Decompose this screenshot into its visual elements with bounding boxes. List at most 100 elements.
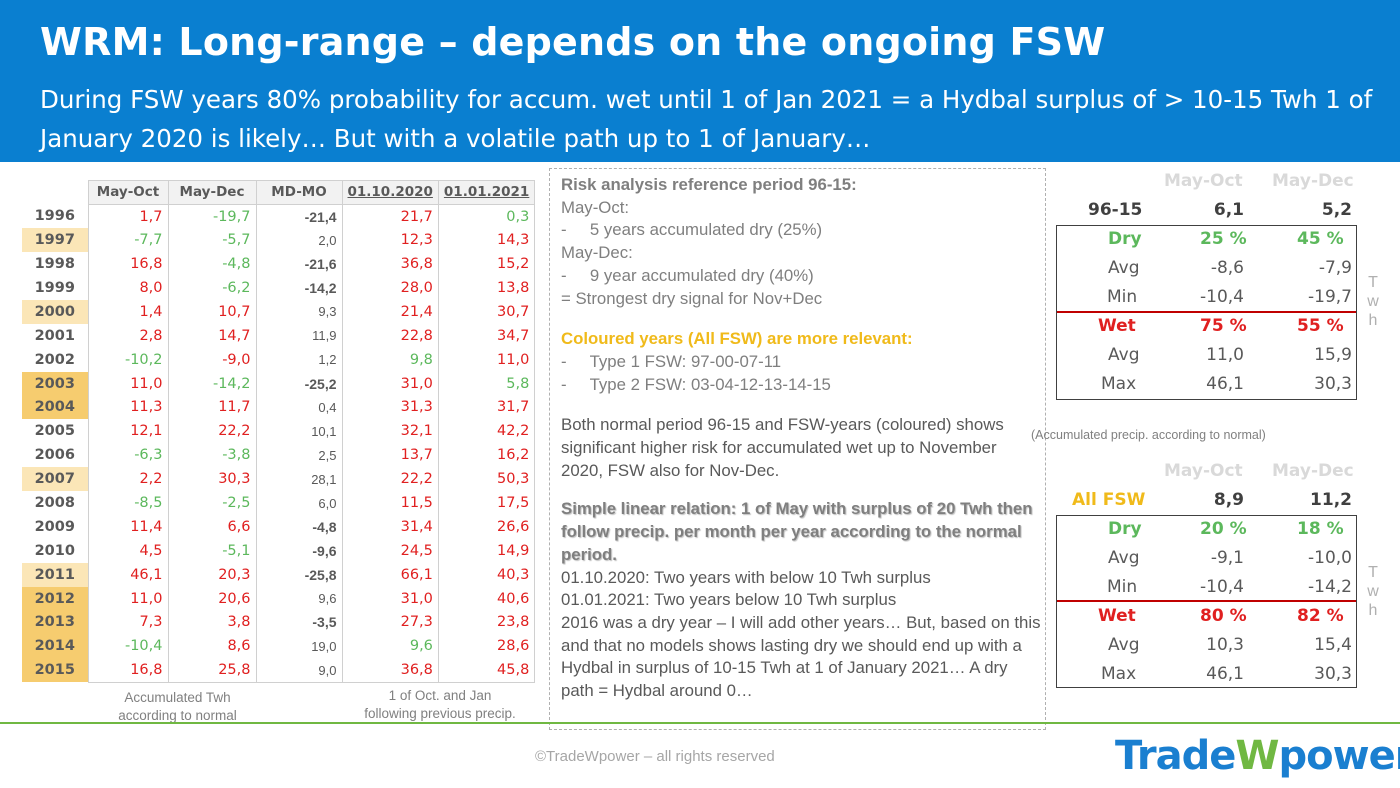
wet-avg-may-oct: 11,0 (1206, 345, 1244, 365)
note-following: 1 of Oct. and Jan following previous pre… (350, 687, 530, 723)
wet-label: Wet (1098, 316, 1136, 336)
oct-2020-cell: 31,0 (341, 586, 439, 611)
may-dec-cell: -19,7 (167, 204, 256, 229)
dry-label: Dry (1108, 229, 1142, 249)
fsw-dry-label: Dry (1108, 519, 1142, 539)
may-oct-cell: 11,0 (87, 586, 168, 611)
dry-avg-may-dec: -7,9 (1318, 258, 1352, 278)
jan-2021-cell: 31,7 (437, 395, 536, 420)
jan-2021-cell: 45,8 (437, 658, 536, 683)
md-mo-cell: -21,4 (255, 204, 342, 229)
logo-w: W (1235, 733, 1279, 779)
analysis-text: Risk analysis reference period 96-15: Ma… (561, 174, 1041, 703)
md-mo-cell: -14,2 (255, 276, 342, 300)
table-row: 2002 -10,2 -9,0 1,2 9,8 11,0 (22, 347, 536, 372)
fsw-wet-avg-label: Avg (1108, 635, 1140, 655)
oct-2020-cell: 12,3 (341, 228, 439, 253)
md-mo-cell: -25,8 (255, 562, 342, 587)
oct-2020-cell: 36,8 (341, 658, 439, 683)
coloured-years-heading: Coloured years (All FSW) are more releva… (561, 329, 913, 349)
jan-2021-cell: 14,9 (437, 538, 536, 563)
jan-2021-cell: 40,6 (437, 586, 536, 611)
may-dec-cell: 11,7 (167, 395, 256, 420)
dry-row: Dry 25 % 45 % (1070, 226, 1370, 255)
dry-may-dec: 45 % (1297, 229, 1344, 249)
oct-2020-cell: 28,0 (341, 276, 439, 300)
oct-2020-cell: 9,6 (341, 634, 439, 659)
may-dec-cell: 3,8 (167, 610, 256, 635)
table-row: 2000 1,4 10,7 9,3 21,4 30,7 (22, 299, 536, 324)
period-may-oct: 6,1 (1213, 200, 1244, 220)
fsw-dry-avg-may-dec: -10,0 (1308, 548, 1352, 568)
jan-2021-cell: 28,6 (437, 634, 536, 659)
year-cell: 2002 (34, 351, 75, 368)
may-oct-cell: 2,2 (87, 467, 168, 492)
md-mo-cell: 19,0 (255, 634, 342, 659)
dry-avg-may-oct: -8,6 (1210, 258, 1244, 278)
oct-2020-cell: 27,3 (341, 610, 439, 635)
year-cell: 2014 (22, 634, 88, 659)
max-may-dec: 30,3 (1314, 374, 1352, 394)
year-cell: 1997 (22, 228, 88, 253)
oct-2020-cell: 13,7 (341, 443, 439, 468)
line-may-oct: May-Oct: (561, 197, 630, 217)
may-oct-cell: 1,7 (87, 204, 168, 229)
line-strongest: = Strongest dry signal for Nov+Dec (561, 288, 823, 308)
year-cell: 1998 (34, 256, 75, 273)
may-dec-cell: 14,7 (167, 323, 256, 348)
table-body: 1996 1,7 -19,7 -21,4 21,7 0,3 1997 -7,7 -5,7 2,0 1… (22, 204, 536, 683)
wet-max-row: Max 46,1 30,3 (1070, 371, 1370, 400)
may-dec-cell: -6,2 (167, 276, 256, 300)
table-row: 2010 4,5 -5,1 -9,6 24,5 14,9 (22, 538, 536, 563)
jan-2021-cell: 11,0 (437, 347, 536, 372)
may-dec-cell: -4,8 (167, 252, 256, 277)
wet-row: Wet 75 % 55 % (1070, 313, 1370, 342)
md-mo-cell: 28,1 (255, 467, 342, 492)
md-mo-cell: -4,8 (255, 514, 342, 539)
oct-2020-cell: 31,3 (341, 395, 439, 420)
wet-avg-may-dec: 15,9 (1314, 345, 1352, 365)
oct-2020-cell: 32,1 (341, 419, 439, 444)
md-mo-cell: 9,0 (255, 658, 342, 683)
may-dec-cell: 25,8 (167, 658, 256, 683)
fsw-wet-avg-may-dec: 15,4 (1314, 635, 1352, 655)
accumulated-precip-note: (Accumulated precip. according to normal… (1031, 428, 1266, 442)
col-header-may-dec: May-Dec (167, 180, 257, 205)
md-mo-cell: 2,0 (255, 228, 342, 253)
summary-period-row: 96-15 6,1 5,2 (1070, 197, 1370, 226)
table-header-row: May-Oct May-Dec MD-MO 01.10.2020 01.01.2… (22, 180, 536, 205)
col-header-md-mo: MD-MO (255, 180, 343, 205)
year-cell: 2004 (22, 395, 88, 420)
year-cell: 2007 (22, 467, 88, 492)
may-dec-cell: -3,8 (167, 443, 256, 468)
fsw-twh-unit-label: Twh (1366, 563, 1380, 620)
line-jan-2021: 01.01.2021: Two years below 10 Twh surpl… (561, 590, 897, 610)
md-mo-cell: 0,4 (255, 395, 342, 420)
para-linear-relation: Simple linear relation: 1 of May with su… (561, 499, 1033, 564)
md-mo-cell: 10,1 (255, 419, 342, 444)
fsw-max-may-oct: 46,1 (1206, 664, 1244, 684)
risk-heading: Risk analysis reference period 96-15: (561, 175, 857, 194)
fsw-twh-unit-text: Twh (1367, 564, 1379, 619)
year-cell: 2003 (22, 371, 88, 396)
fsw-wet-may-dec: 82 % (1297, 606, 1344, 626)
may-dec-cell: 10,7 (167, 299, 256, 324)
table-row: 2003 11,0 -14,2 -25,2 31,0 5,8 (22, 371, 536, 396)
col-header-oct-2020: 01.10.2020 (341, 180, 439, 205)
oct-2020-cell: 21,7 (341, 204, 439, 229)
may-oct-cell: 1,4 (87, 299, 168, 324)
line-may-dec: May-Dec: (561, 243, 633, 263)
year-cell: 2009 (34, 518, 75, 535)
fsw-dry-wet-separator (1057, 600, 1356, 602)
fsw-dry-avg-label: Avg (1108, 548, 1140, 568)
jan-2021-cell: 14,3 (437, 228, 536, 253)
fsw-wet-label: Wet (1098, 606, 1136, 626)
year-cell: 2006 (34, 447, 75, 464)
wet-avg-row: Avg 11,0 15,9 (1070, 342, 1370, 371)
min-label: Min (1107, 287, 1138, 307)
fsw-period-label: All FSW (1072, 490, 1146, 510)
col-header-jan-2021: 01.01.2021 (437, 180, 536, 205)
md-mo-cell: 6,0 (255, 491, 342, 515)
year-cell: 2000 (22, 299, 88, 324)
md-mo-cell: 1,2 (255, 347, 342, 372)
